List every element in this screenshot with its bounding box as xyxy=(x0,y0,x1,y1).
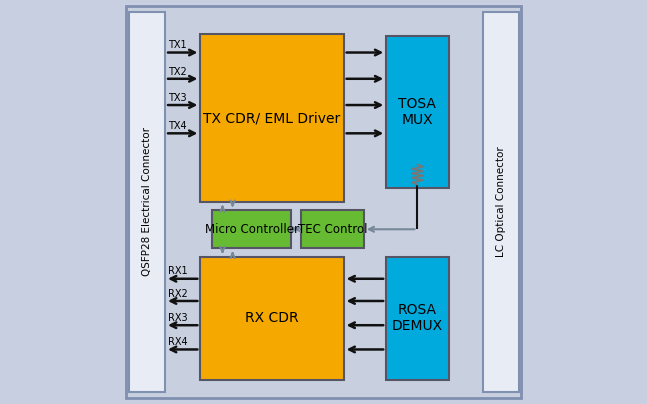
Text: RX CDR: RX CDR xyxy=(245,311,299,325)
Text: Micro Controller: Micro Controller xyxy=(205,223,299,236)
Bar xyxy=(129,12,165,392)
Bar xyxy=(483,12,520,392)
Text: TX2: TX2 xyxy=(168,67,187,76)
Text: RX3: RX3 xyxy=(168,313,188,323)
Text: TEC Control: TEC Control xyxy=(298,223,367,236)
Text: RX4: RX4 xyxy=(168,337,188,347)
Text: RX1: RX1 xyxy=(168,267,188,276)
Text: LC Optical Connector: LC Optical Connector xyxy=(496,147,506,257)
Bar xyxy=(201,257,344,380)
Bar xyxy=(386,257,449,380)
Bar xyxy=(302,210,364,248)
Bar xyxy=(386,36,449,188)
Text: QSFP28 Electrical Connector: QSFP28 Electrical Connector xyxy=(142,128,152,276)
Text: TX1: TX1 xyxy=(168,40,186,50)
Text: TX CDR/ EML Driver: TX CDR/ EML Driver xyxy=(203,111,340,125)
Bar xyxy=(201,34,344,202)
Text: ROSA
DEMUX: ROSA DEMUX xyxy=(392,303,443,333)
Text: TOSA
MUX: TOSA MUX xyxy=(399,97,436,127)
Text: TX4: TX4 xyxy=(168,121,186,131)
Bar xyxy=(212,210,291,248)
Text: TX3: TX3 xyxy=(168,93,186,103)
Text: RX2: RX2 xyxy=(168,289,188,299)
